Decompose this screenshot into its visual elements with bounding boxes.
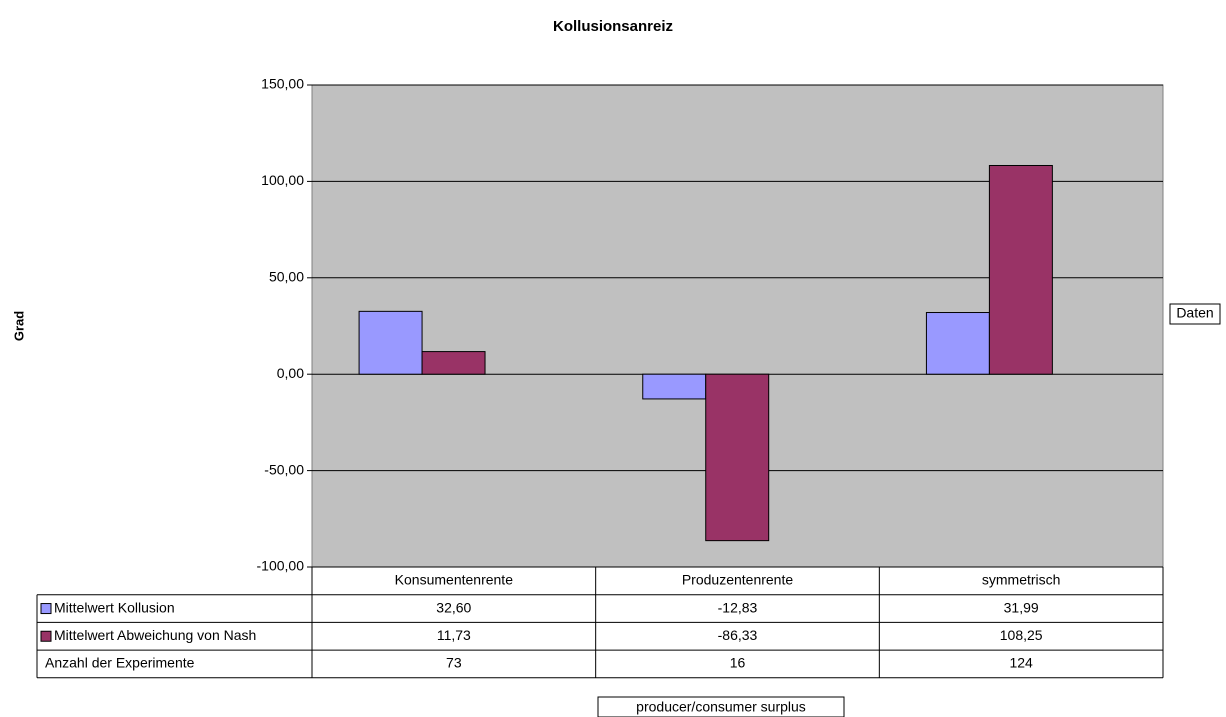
- x-tick-label: Produzentenrente: [682, 572, 794, 588]
- x-axis-label: producer/consumer surplus: [636, 699, 806, 715]
- data-box-label: Daten: [1176, 305, 1213, 321]
- legend-key: [40, 630, 52, 642]
- table-value: -12,83: [718, 599, 758, 615]
- bar: [642, 373, 707, 400]
- x-tick-label: Konsumentenrente: [395, 572, 514, 588]
- bar: [925, 312, 990, 375]
- table-value: 73: [446, 655, 462, 671]
- table-value: 32,60: [436, 599, 471, 615]
- table-value: 108,25: [1000, 627, 1043, 643]
- table-row-label: Anzahl der Experimente: [45, 655, 195, 671]
- y-tick-label: 150,00: [261, 76, 304, 92]
- bar: [358, 310, 423, 375]
- bar: [705, 373, 770, 542]
- chart-title: Kollusionsanreiz: [553, 18, 673, 35]
- legend-key: [40, 603, 52, 615]
- y-tick-label: 100,00: [261, 172, 304, 188]
- y-tick-label: 0,00: [277, 365, 304, 381]
- legend-label: Mittelwert Kollusion: [54, 599, 175, 615]
- x-label-box: [597, 696, 845, 717]
- table-value: 11,73: [437, 627, 471, 643]
- table-value: 31,99: [1004, 599, 1039, 615]
- table-value: 16: [730, 655, 746, 671]
- table-value: -86,33: [718, 627, 758, 643]
- y-axis-label: Grad: [11, 311, 26, 341]
- bar: [421, 351, 486, 375]
- x-tick-label: symmetrisch: [982, 572, 1061, 588]
- legend-label: Mittelwert Abweichung von Nash: [54, 627, 256, 643]
- y-tick-label: -100,00: [257, 558, 305, 574]
- table-value: 124: [1009, 655, 1033, 671]
- bar: [988, 164, 1053, 375]
- y-tick-label: 50,00: [269, 269, 304, 285]
- data-box: [1169, 303, 1221, 325]
- y-tick-label: -50,00: [264, 461, 304, 477]
